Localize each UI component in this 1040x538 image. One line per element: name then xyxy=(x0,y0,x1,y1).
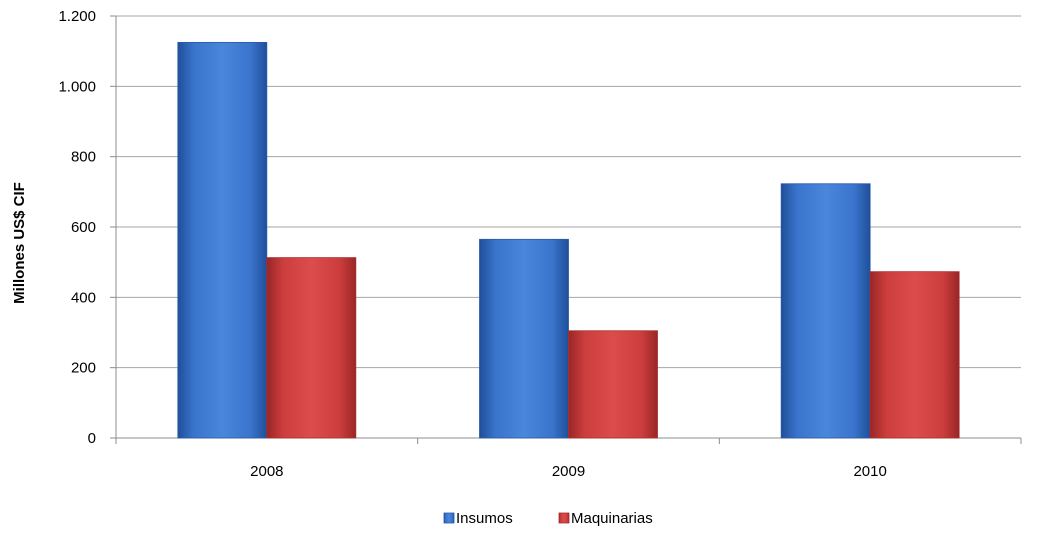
y-tick-label: 400 xyxy=(71,289,96,306)
bar-insumos-2010 xyxy=(780,183,871,439)
legend: Insumos Maquinarias xyxy=(443,510,653,527)
x-tick-label: 2010 xyxy=(853,463,886,480)
bar-maquinarias-2010 xyxy=(869,271,960,439)
bar-maquinarias-2009 xyxy=(568,330,658,439)
y-tick-label: 600 xyxy=(71,219,96,236)
legend-label-insumos: Insumos xyxy=(456,510,513,527)
y-axis-label: Millones US$ CIF xyxy=(11,182,28,304)
y-tick-label: 1.200 xyxy=(58,8,96,25)
y-tick-label: 1.000 xyxy=(58,78,96,95)
y-tick-label: 200 xyxy=(71,360,96,377)
bar-insumos-2008 xyxy=(177,41,268,439)
legend-swatch-insumos xyxy=(443,512,455,524)
bars xyxy=(177,41,960,439)
y-tick-label: 800 xyxy=(71,149,96,166)
legend-label-maquinarias: Maquinarias xyxy=(571,510,653,527)
y-tick-labels: 0 200 400 600 800 1.000 1.200 xyxy=(58,8,96,447)
x-tick-label: 2008 xyxy=(250,463,283,480)
y-tick-label: 0 xyxy=(88,430,96,447)
x-tick-labels: 2008 2009 2010 xyxy=(250,463,887,480)
x-tick-label: 2009 xyxy=(552,463,585,480)
bar-insumos-2009 xyxy=(479,238,569,439)
legend-swatch-maquinarias xyxy=(558,512,570,524)
bar-maquinarias-2008 xyxy=(266,257,357,439)
